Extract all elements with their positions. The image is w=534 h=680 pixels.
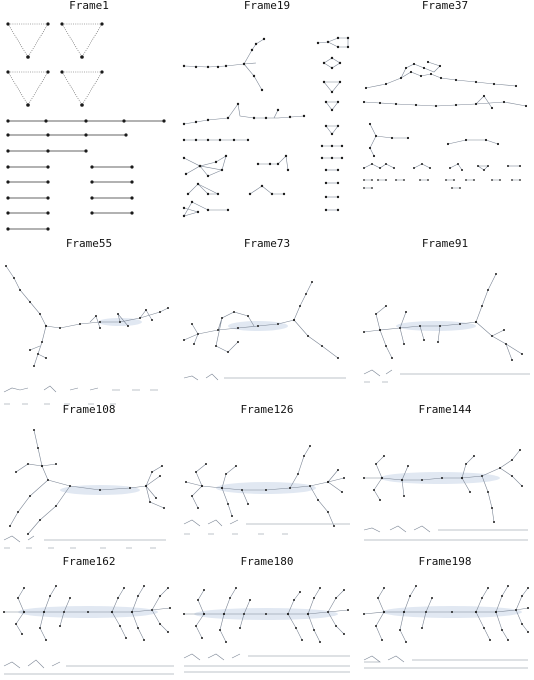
frame-title: Frame108 [62, 403, 116, 416]
frame-panel-108: Frame108 [0, 404, 178, 556]
dense-component [362, 60, 528, 110]
frame-title: Frame180 [240, 555, 294, 568]
chain-components [6, 119, 166, 231]
network-graph [183, 445, 350, 535]
network-graph [3, 265, 169, 405]
network-graph [3, 429, 166, 549]
network-graph [182, 36, 350, 218]
cluster-component [182, 154, 290, 218]
network-graph [363, 585, 529, 669]
main-component [9, 429, 165, 535]
frame-panel-198: Frame198 [356, 556, 534, 680]
chain-component [182, 102, 306, 142]
triangle-components [6, 22, 104, 107]
frame-panel-126: Frame126 [178, 404, 356, 556]
small-components-row [183, 519, 350, 535]
frame-title: Frame162 [62, 555, 116, 568]
network-graph [363, 273, 530, 383]
network-graph [183, 281, 346, 381]
frame-title: Frame73 [243, 237, 291, 250]
branch-component [182, 37, 266, 92]
main-component [3, 585, 171, 641]
frame-panel-19: Frame19 [178, 0, 356, 240]
frame-panel-162: Frame162 [0, 556, 178, 680]
network-graph [363, 449, 528, 541]
frame-panel-37: Frame37 [356, 0, 534, 240]
frame-panel-55: Frame55 [0, 237, 178, 405]
main-component [185, 445, 345, 527]
main-component [183, 281, 339, 359]
small-components-row [183, 373, 346, 381]
small-components-row [3, 535, 166, 549]
small-components-row [363, 525, 528, 541]
network-graph [362, 60, 528, 189]
small-components-row [3, 659, 174, 675]
frame-panel-180: Frame180 [178, 556, 356, 680]
main-component [363, 273, 523, 361]
branch-component [368, 122, 500, 158]
network-graph [183, 587, 350, 673]
frame-title: Frame55 [65, 237, 113, 250]
small-components-column [316, 36, 350, 212]
main-component [363, 585, 529, 643]
network-graph [3, 585, 174, 675]
frame-title: Frame1 [69, 0, 109, 12]
frame-title: Frame144 [418, 403, 472, 416]
frame-title: Frame198 [418, 555, 472, 568]
small-components-row [3, 385, 158, 405]
small-components-row [363, 369, 530, 383]
frame-title: Frame19 [243, 0, 291, 12]
main-component [5, 265, 169, 367]
small-components-row [183, 653, 350, 673]
frame-panel-91: Frame91 [356, 238, 534, 400]
frame-panel-1: Frame1 [0, 0, 178, 240]
main-component [183, 587, 349, 643]
small-components-row [363, 163, 521, 189]
frame-title: Frame37 [421, 0, 469, 12]
small-components-row [363, 655, 528, 669]
frame-title: Frame126 [240, 403, 294, 416]
frame-panel-73: Frame73 [178, 238, 356, 400]
main-component [363, 449, 523, 523]
network-graph [6, 22, 166, 231]
frame-panel-144: Frame144 [356, 404, 534, 556]
frame-title: Frame91 [421, 237, 469, 250]
